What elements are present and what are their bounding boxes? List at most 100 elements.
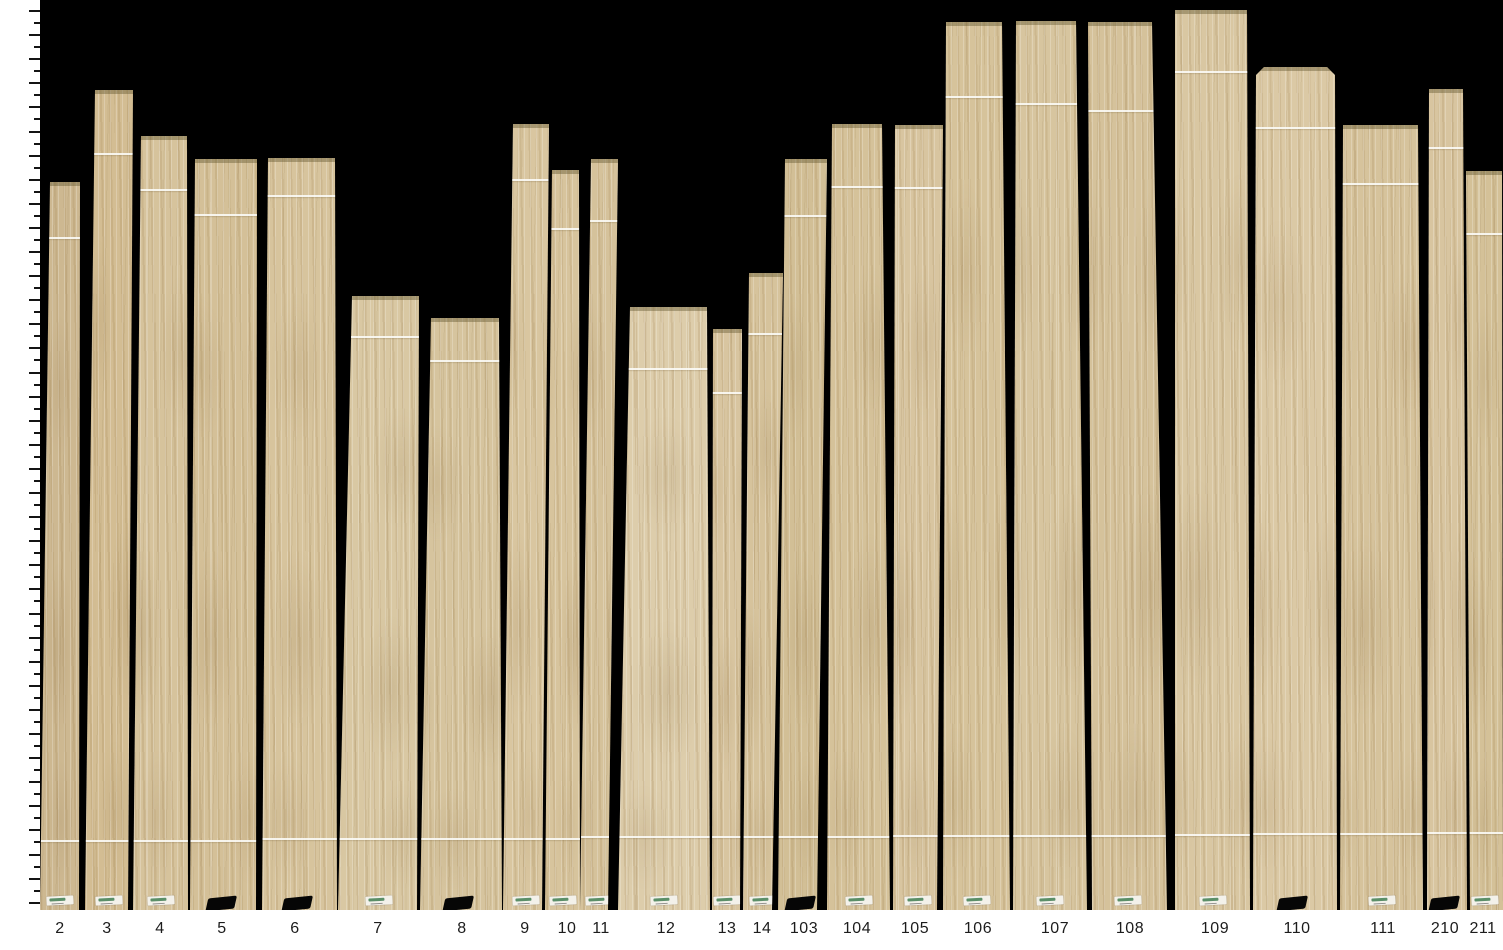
ruler-tick [34, 745, 40, 748]
ruler-tick [29, 106, 40, 109]
ruler-tick [29, 540, 40, 543]
board-end-grain [503, 124, 549, 128]
board-10 [545, 170, 580, 910]
board-103 [778, 159, 827, 910]
board-cut-line [1175, 834, 1250, 836]
sticker-ink [1373, 902, 1386, 905]
board-id-sticker [46, 895, 74, 906]
board-number-label: 105 [900, 920, 930, 937]
board-wood-surface [1175, 10, 1250, 910]
ruler-tick [29, 877, 40, 880]
ruler-tick [29, 564, 40, 567]
board-cut-line [40, 840, 80, 842]
board-cut-line [712, 836, 742, 838]
board-number-label: 109 [1200, 920, 1230, 937]
board-end-grain [943, 22, 1010, 26]
board-cut-line [1466, 233, 1503, 235]
board-210 [1427, 89, 1467, 910]
ruler-tick [29, 371, 40, 374]
ruler-tick [34, 720, 40, 723]
ruler-tick [29, 443, 40, 446]
board-end-grain [1427, 89, 1467, 93]
board-wood-surface [712, 329, 742, 910]
ruler-tick [34, 238, 40, 241]
board-wood-surface [778, 159, 827, 910]
board-cut-line [545, 838, 580, 840]
board-number-label: 12 [656, 920, 676, 937]
board-cut-line [1427, 832, 1467, 834]
ruler-tick [29, 684, 40, 687]
sticker-ink [1039, 897, 1056, 902]
board-cut-line [1466, 832, 1503, 834]
sticker-ink [752, 897, 769, 902]
board-cut-line [827, 186, 890, 188]
board-wood-surface [190, 159, 257, 910]
ruler-tick [29, 853, 40, 856]
sticker-ink [909, 902, 922, 905]
ruler-tick [29, 829, 40, 832]
board-wood-surface [1088, 22, 1167, 910]
sticker-ink [1201, 897, 1219, 902]
board-cut-line [743, 836, 783, 838]
board-cut-line [503, 179, 549, 181]
sticker-ink [588, 897, 605, 902]
ruler-tick [29, 419, 40, 422]
ruler-tick [34, 841, 40, 844]
board-wood-surface [545, 170, 580, 910]
ruler-tick [34, 769, 40, 772]
board-cut-line [893, 187, 943, 189]
board-cut-line [420, 360, 502, 362]
board-cut-line [85, 153, 133, 155]
board-8 [420, 318, 502, 910]
board-id-sticker [904, 895, 932, 906]
footer-strip: 2 3 4 5 6 7 8 9 10 11 12 13 14 103 104 105 106 107 108 109 1… [0, 910, 1503, 950]
sticker-ink [554, 902, 567, 905]
ruler-tick [29, 82, 40, 85]
board-end-grain [545, 170, 580, 174]
board-wood-surface [1340, 125, 1423, 910]
board-cut-line [580, 836, 618, 838]
ruler-tick [34, 865, 40, 868]
sticker-ink [551, 897, 569, 902]
board-cut-line [133, 189, 188, 191]
sticker-ink [1119, 902, 1132, 905]
ruler-tick [34, 624, 40, 627]
board-wood-surface [1466, 171, 1503, 910]
board-number-label: 6 [290, 920, 300, 937]
board-end-grain [778, 159, 827, 163]
sticker-ink [754, 902, 767, 905]
board-end-grain [827, 124, 890, 128]
board-id-sticker [1367, 895, 1396, 906]
sticker-ink [655, 902, 668, 905]
board-end-grain [1253, 67, 1337, 71]
board-number-label: 103 [789, 920, 819, 937]
board-number-label: 5 [217, 920, 227, 937]
ruler-tick [29, 708, 40, 711]
sticker-ink [49, 897, 66, 902]
board-id-sticker [95, 895, 123, 906]
sticker-ink [367, 897, 385, 902]
ruler-tick [34, 504, 40, 507]
board-end-grain [1013, 21, 1087, 25]
ruler-tick [29, 805, 40, 808]
sticker-ink [51, 902, 64, 905]
board-cut-line [1340, 833, 1423, 835]
board-end-grain [1340, 125, 1423, 129]
sticker-ink [1370, 897, 1388, 902]
board-end-grain [338, 296, 419, 300]
board-cut-line [778, 215, 827, 217]
ruler-tick [29, 10, 40, 12]
board-104 [827, 124, 890, 910]
ruler-tick [34, 359, 40, 362]
sticker-ink [1204, 902, 1217, 905]
ruler-tick [29, 202, 40, 205]
sticker-ink [370, 902, 383, 905]
board-cut-line [262, 838, 337, 840]
board-number-label: 11 [592, 920, 610, 937]
ruler-tick [34, 287, 40, 290]
board-number-label: 9 [520, 920, 530, 937]
board-107 [1013, 21, 1087, 910]
ruler-tick [34, 479, 40, 482]
board-id-sticker [1113, 895, 1142, 906]
board-cut-line [943, 835, 1010, 837]
